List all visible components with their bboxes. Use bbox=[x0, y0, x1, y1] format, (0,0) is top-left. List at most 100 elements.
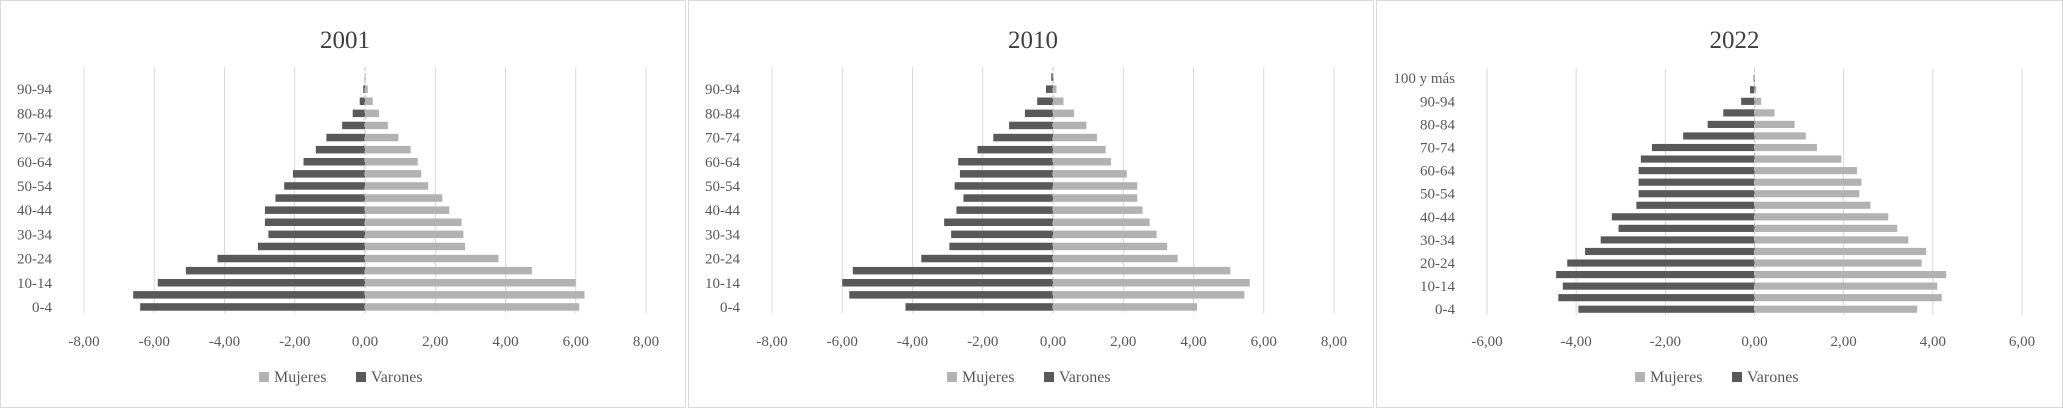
bar-varones bbox=[217, 254, 365, 263]
x-tick-label: 8,00 bbox=[1321, 334, 1347, 350]
y-tick-label: 80-84 bbox=[17, 106, 52, 122]
y-tick-label: 90-94 bbox=[705, 82, 740, 98]
y-tick-label: 40-44 bbox=[1420, 210, 1455, 226]
bar-varones bbox=[157, 278, 365, 287]
bar-mujeres bbox=[1053, 194, 1138, 202]
y-tick-label: 10-14 bbox=[705, 276, 740, 292]
bar-mujeres bbox=[365, 145, 411, 154]
bar-mujeres bbox=[1053, 254, 1178, 263]
bar-varones bbox=[268, 230, 365, 239]
x-tick-label: 6,00 bbox=[563, 334, 589, 350]
pyramid-chart-2022: 2022 0-4 10-14 20-24 30-34 40-44 50-54 60-64 70-… bbox=[1393, 27, 2035, 386]
bar-mujeres bbox=[365, 97, 373, 106]
y-tick-label: 20-24 bbox=[17, 252, 52, 268]
bar-mujeres bbox=[365, 182, 429, 190]
bar-varones bbox=[1750, 86, 1755, 94]
bar-mujeres bbox=[1754, 259, 1922, 267]
bar-mujeres bbox=[1053, 242, 1168, 251]
bar-varones bbox=[956, 206, 1053, 214]
x-tick-label: 6,00 bbox=[2009, 334, 2035, 350]
y-tick-label: 50-54 bbox=[17, 179, 52, 195]
bar-varones bbox=[1741, 97, 1755, 105]
bar-mujeres bbox=[1754, 86, 1757, 94]
x-tick-label: 8,00 bbox=[633, 334, 659, 350]
bar-varones bbox=[1636, 201, 1755, 209]
x-tick-label: 4,00 bbox=[492, 334, 518, 350]
bar-mujeres bbox=[1754, 143, 1817, 152]
bar-mujeres bbox=[1754, 294, 1942, 302]
bar-mujeres bbox=[1053, 182, 1138, 190]
pyramid-chart-2010: 2010 0-4 10-14 20-24 30-34 40-44 50-54 60-64 70-… bbox=[705, 27, 1347, 386]
bar-mujeres bbox=[1754, 270, 1947, 279]
bar-varones bbox=[363, 85, 365, 93]
bar-mujeres bbox=[365, 206, 450, 214]
legend-label-varones: Varones bbox=[371, 369, 423, 386]
y-tick-label: 40-44 bbox=[705, 203, 740, 219]
bar-mujeres bbox=[1053, 278, 1250, 287]
bar-mujeres bbox=[1754, 282, 1938, 290]
x-tick-label: -2,00 bbox=[279, 334, 310, 350]
legend-label-varones: Varones bbox=[1059, 369, 1111, 386]
bar-mujeres bbox=[365, 133, 399, 142]
bar-varones bbox=[264, 206, 365, 214]
y-tick-label: 10-14 bbox=[1420, 279, 1455, 295]
bar-varones bbox=[921, 254, 1053, 263]
bar-varones bbox=[257, 242, 365, 251]
bar-varones bbox=[842, 278, 1053, 287]
y-tick-label: 40-44 bbox=[17, 203, 52, 219]
bar-varones bbox=[993, 133, 1053, 142]
bar-mujeres bbox=[1754, 167, 1858, 175]
x-tick-label: 2,00 bbox=[1110, 334, 1136, 350]
bar-varones bbox=[133, 291, 365, 299]
bar-mujeres bbox=[1754, 190, 1860, 198]
bar-mujeres bbox=[1053, 291, 1245, 299]
legend-label-varones: Varones bbox=[1747, 369, 1799, 386]
bar-varones bbox=[315, 145, 365, 154]
bar-mujeres bbox=[1053, 133, 1097, 142]
x-tick-label: 4,00 bbox=[1920, 334, 1946, 350]
bar-mujeres bbox=[365, 266, 532, 275]
bar-mujeres bbox=[365, 230, 464, 239]
chart-title: 2022 bbox=[1710, 27, 1760, 54]
chart-legend: Mujeres Varones bbox=[1635, 369, 1799, 386]
y-tick-label: 30-34 bbox=[1420, 233, 1455, 249]
bar-varones bbox=[284, 182, 365, 190]
bar-varones bbox=[326, 133, 365, 142]
bar-varones bbox=[359, 97, 365, 106]
x-tick-label: -8,00 bbox=[756, 334, 787, 350]
x-tick-label: -4,00 bbox=[897, 334, 928, 350]
bar-mujeres bbox=[365, 242, 466, 251]
bar-mujeres bbox=[365, 170, 422, 178]
x-tick-label: 0,00 bbox=[352, 334, 378, 350]
bar-varones bbox=[977, 145, 1053, 154]
bar-mujeres bbox=[365, 121, 388, 130]
y-tick-label: 30-34 bbox=[705, 227, 740, 243]
x-tick-label: -6,00 bbox=[827, 334, 858, 350]
bar-varones bbox=[1638, 167, 1755, 175]
bar-mujeres bbox=[1053, 145, 1106, 154]
bar-varones bbox=[352, 109, 365, 118]
x-tick-label: -4,00 bbox=[1561, 334, 1592, 350]
bar-mujeres bbox=[1053, 218, 1150, 227]
bar-mujeres bbox=[365, 218, 462, 227]
bar-varones bbox=[1045, 85, 1053, 93]
bar-varones bbox=[1556, 270, 1755, 279]
bar-varones bbox=[849, 291, 1053, 299]
y-tick-label: 90-94 bbox=[1420, 94, 1455, 110]
legend-label-mujeres: Mujeres bbox=[962, 369, 1014, 386]
bar-varones bbox=[1024, 109, 1053, 118]
bar-varones bbox=[1638, 190, 1755, 198]
y-tick-label: 0-4 bbox=[1435, 302, 1455, 318]
x-tick-label: -6,00 bbox=[1471, 334, 1502, 350]
y-tick-label: 80-84 bbox=[705, 106, 740, 122]
bar-varones bbox=[959, 170, 1053, 178]
bar-varones bbox=[1600, 236, 1755, 244]
y-tick-label: 0-4 bbox=[32, 300, 52, 316]
x-tick-label: -2,00 bbox=[1650, 334, 1681, 350]
x-tick-label: -2,00 bbox=[967, 334, 998, 350]
bar-mujeres bbox=[1053, 206, 1143, 214]
legend-swatch-mujeres bbox=[947, 372, 957, 382]
bar-mujeres bbox=[1754, 120, 1795, 129]
pyramid-chart-2001: 2001 0-4 10-14 20-24 30-34 40-44 50-54 60-64 70-… bbox=[17, 27, 659, 386]
bar-varones bbox=[1567, 259, 1755, 267]
